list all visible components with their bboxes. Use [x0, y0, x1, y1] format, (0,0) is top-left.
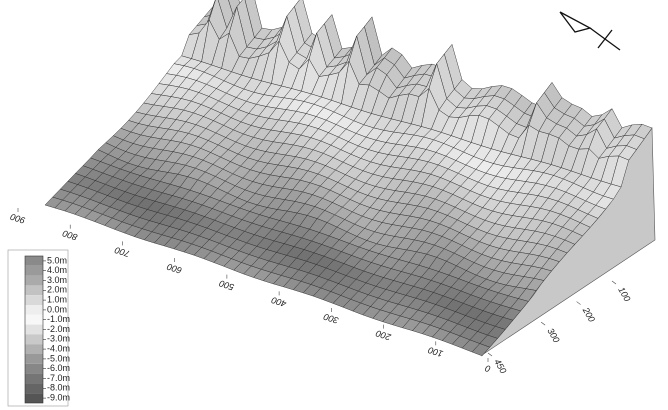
- legend-label: -2.0m: [47, 324, 70, 334]
- page: {"chart_data": {"type": "surface3d", "xt…: [0, 0, 668, 410]
- x-tick-label: 800: [61, 228, 78, 242]
- legend-swatch: [25, 285, 43, 295]
- y-tick: [541, 322, 545, 325]
- legend-swatch: [25, 393, 43, 403]
- chart: 900 800 700 600 500 400 300 200 100 0450 300 200 100…: [0, 0, 668, 410]
- legend-label: -6.0m: [47, 363, 70, 373]
- legend-label: -3.0m: [47, 334, 70, 344]
- legend-label: 2.0m: [47, 285, 67, 295]
- x-tick-label: 300: [322, 312, 339, 326]
- legend-label: -7.0m: [47, 373, 70, 383]
- legend-label: 0.0m: [47, 304, 67, 314]
- x-tick-label: 500: [218, 278, 235, 292]
- y-tick: [488, 353, 492, 356]
- legend-label: 5.0m: [47, 255, 67, 265]
- legend-label: -9.0m: [47, 392, 70, 402]
- legend-label: -5.0m: [47, 353, 70, 363]
- y-tick-label: 300: [545, 326, 561, 344]
- compass-arrow: [560, 12, 590, 32]
- compass: [560, 12, 620, 50]
- legend-label: -1.0m: [47, 314, 70, 324]
- y-tick-label: 100: [616, 285, 632, 303]
- x-tick-label: 200: [375, 328, 393, 342]
- legend-swatch: [25, 305, 43, 315]
- legend-swatch: [25, 374, 43, 384]
- legend-swatch: [25, 315, 43, 325]
- y-tick: [577, 302, 581, 305]
- y-tick-label: 200: [580, 305, 597, 324]
- legend-swatch: [25, 354, 43, 364]
- compass-line: [598, 30, 612, 48]
- legend-swatch: [25, 325, 43, 335]
- legend-label: -8.0m: [47, 383, 70, 393]
- legend-swatch: [25, 383, 43, 393]
- legend-label: -4.0m: [47, 343, 70, 353]
- legend-swatch: [25, 256, 43, 266]
- x-tick-label: 700: [114, 245, 131, 259]
- legend-swatch: [25, 364, 43, 374]
- legend-swatch: [25, 295, 43, 305]
- legend-swatch: [25, 334, 43, 344]
- y-tick-label: 450: [492, 357, 508, 375]
- legend-swatch: [25, 344, 43, 354]
- legend-swatch: [25, 276, 43, 286]
- x-tick-label: 400: [270, 295, 287, 309]
- legend-label: 4.0m: [47, 265, 67, 275]
- x-tick-label: 900: [9, 212, 26, 226]
- x-tick-label: 100: [427, 345, 444, 359]
- x-tick-label: 600: [166, 262, 183, 276]
- x-tick-label: 0: [484, 363, 492, 374]
- legend-swatch: [25, 266, 43, 276]
- legend-label: 1.0m: [47, 294, 67, 304]
- legend: 5.0m4.0m3.0m2.0m1.0m0.0m-1.0m-2.0m-3.0m-…: [8, 250, 70, 406]
- legend-label: 3.0m: [47, 275, 67, 285]
- y-tick: [612, 281, 616, 284]
